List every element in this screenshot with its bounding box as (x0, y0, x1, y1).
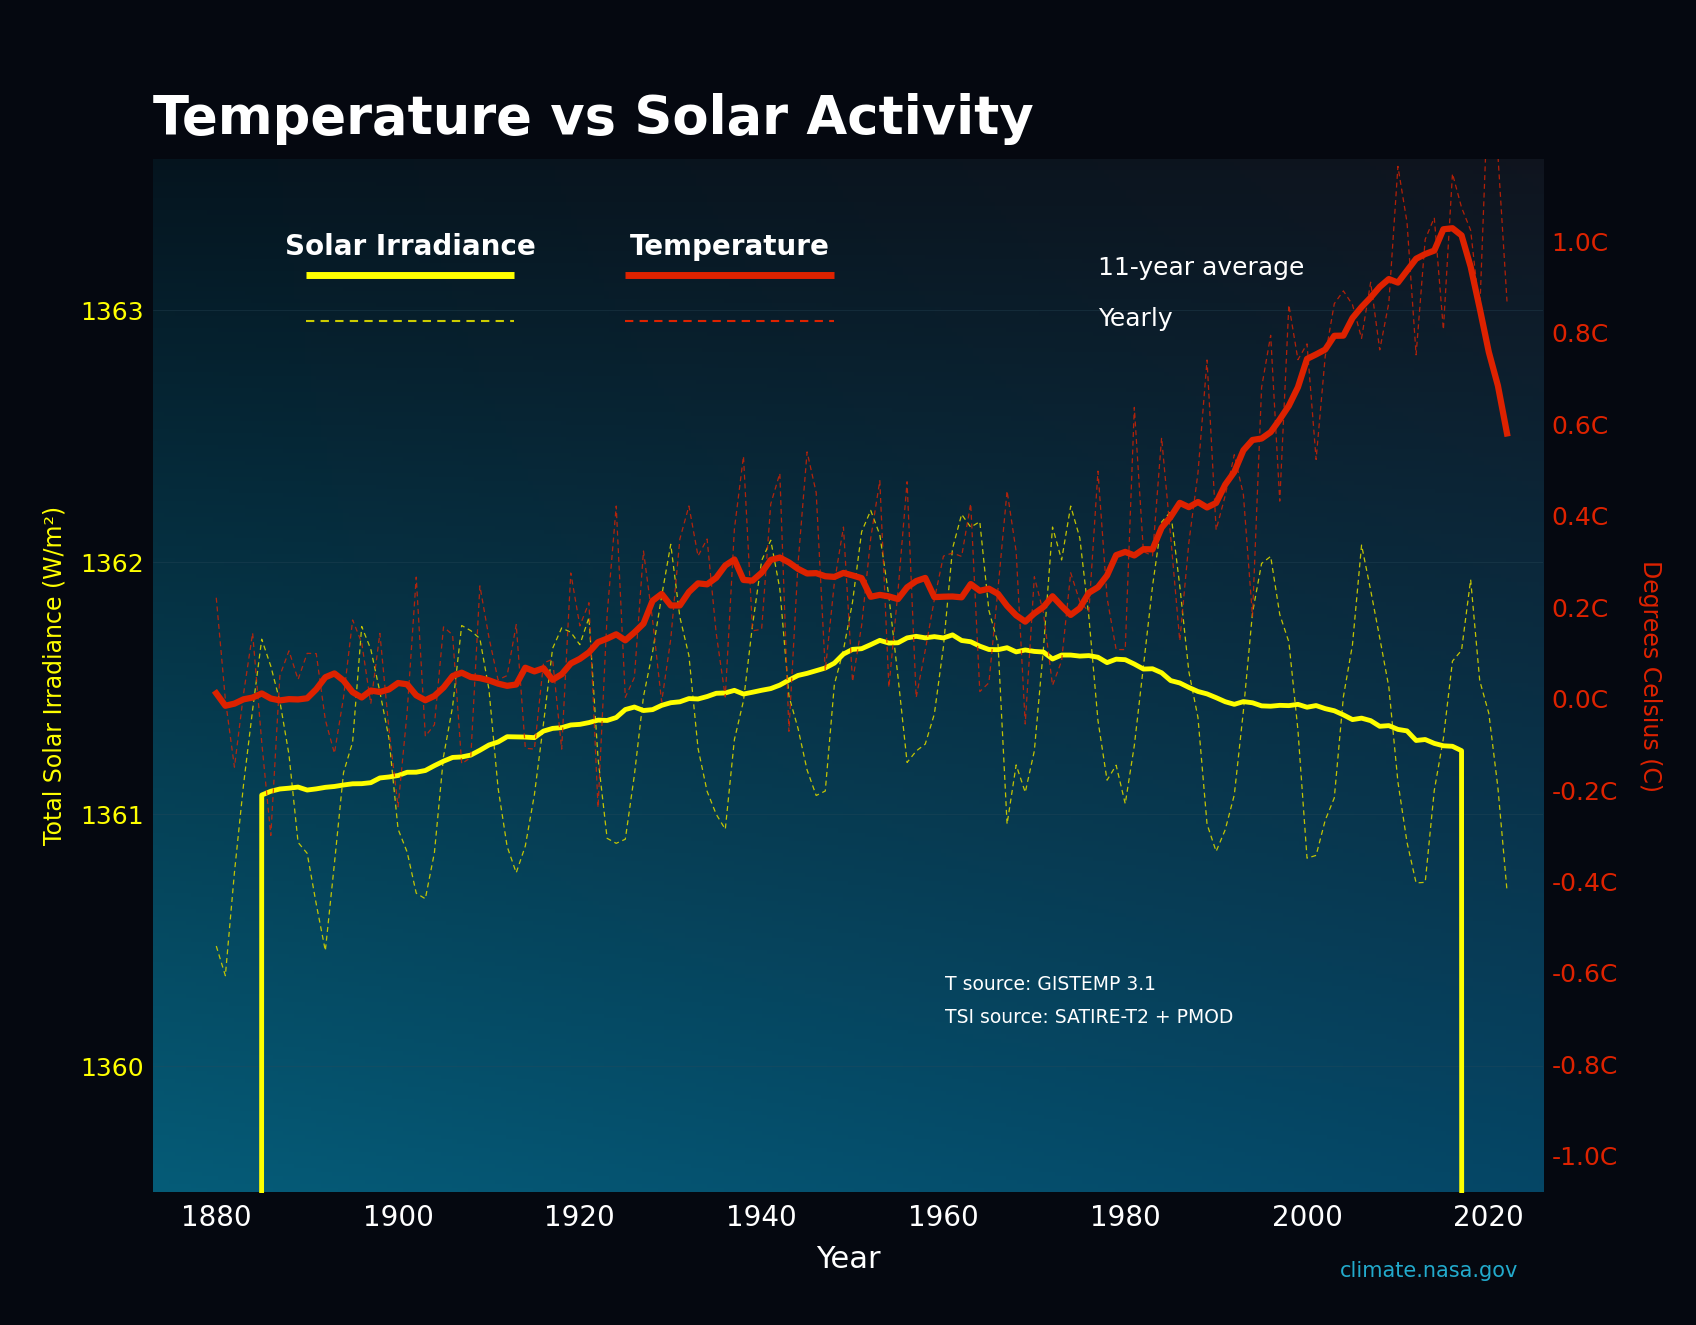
Text: Yearly: Yearly (1099, 307, 1174, 331)
Text: T source: GISTEMP 3.1
TSI source: SATIRE-T2 + PMOD: T source: GISTEMP 3.1 TSI source: SATIRE… (945, 975, 1233, 1027)
Y-axis label: Total Solar Irradiance (W/m²): Total Solar Irradiance (W/m²) (42, 506, 66, 845)
Text: 11-year average: 11-year average (1099, 256, 1304, 280)
Text: Solar Irradiance: Solar Irradiance (285, 233, 536, 261)
X-axis label: Year: Year (816, 1246, 880, 1275)
Text: Temperature: Temperature (629, 233, 829, 261)
Text: climate.nasa.gov: climate.nasa.gov (1340, 1261, 1518, 1281)
Text: Temperature vs Solar Activity: Temperature vs Solar Activity (153, 93, 1033, 144)
Y-axis label: Degrees Celsius (C): Degrees Celsius (C) (1638, 559, 1662, 792)
